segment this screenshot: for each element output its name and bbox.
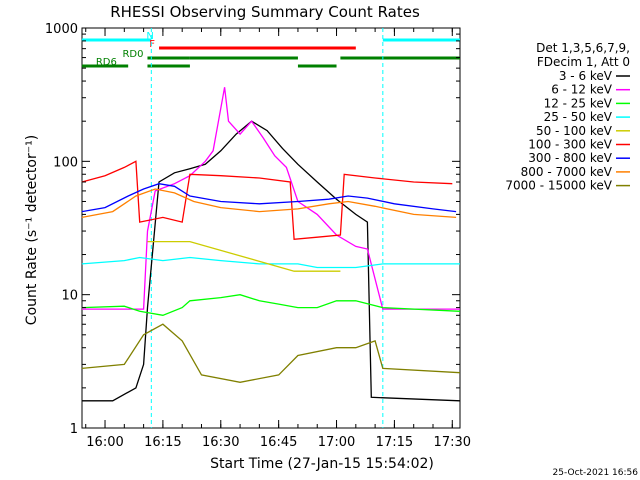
x-tick-label: 17:30 [434,435,471,450]
plot-frame [81,27,461,429]
series-3-6-kev [81,120,461,402]
y-tick-label: 100 [53,155,78,170]
legend-label: 12 - 25 keV [544,96,613,110]
x-tick-label: 17:00 [318,435,355,450]
series-layer [81,87,461,402]
series-6-12-kev [81,87,460,310]
y-tick-label: 10 [61,289,78,304]
legend-header-line-2: FDecim 1, Att 0 [537,55,630,69]
chart-title: RHESSI Observing Summary Count Rates [110,3,420,21]
legend-label: 800 - 7000 keV [521,165,613,179]
y-axis-label: Count Rate (s⁻¹ detector⁻¹) [24,135,40,325]
legend-header-line-1: Det 1,3,5,6,7,9, [536,41,630,55]
legend-label: 6 - 12 keV [551,83,613,97]
flag-bars: NF RD0 RD6 [81,28,460,428]
x-tick-label: 16:00 [86,435,123,450]
y-tick-label: 1 [70,422,78,437]
series-800-7000-kev [81,188,457,219]
legend: Det 1,3,5,6,7,9, FDecim 1, Att 0 3 - 6 k… [505,41,630,193]
y-tick-label: 1000 [45,22,78,37]
series-25-50-kev [81,256,460,269]
series-100-300-kev [81,160,453,241]
series-50-100-kev [147,240,341,272]
series-300-800-kev [81,183,457,213]
series-7000-15000-kev [81,323,461,383]
plot-area [81,27,461,429]
flag-label-n: N [146,31,153,42]
legend-label: 25 - 50 keV [544,110,613,124]
x-tick-label: 16:45 [260,435,297,450]
x-tick-label: 16:15 [144,435,181,450]
footer-timestamp: 25-Oct-2021 16:56 [553,468,639,478]
legend-label: 3 - 6 keV [559,69,613,83]
flag-label-f: F [149,39,155,50]
axes: 16:00 16:15 16:30 16:45 17:00 17:15 17:30 1 10 10… [45,22,471,450]
legend-label: 50 - 100 keV [536,124,613,138]
legend-label: 100 - 300 keV [528,138,612,152]
x-axis-label: Start Time (27-Jan-15 15:54:02) [210,456,434,472]
flag-label-rd0: RD0 [122,49,143,60]
legend-label: 7000 - 15000 keV [505,179,612,193]
flag-label-rd6: RD6 [96,57,117,68]
x-tick-label: 17:15 [376,435,413,450]
series-12-25-kev [81,294,461,316]
x-tick-label: 16:30 [202,435,239,450]
legend-label: 300 - 800 keV [528,151,612,165]
